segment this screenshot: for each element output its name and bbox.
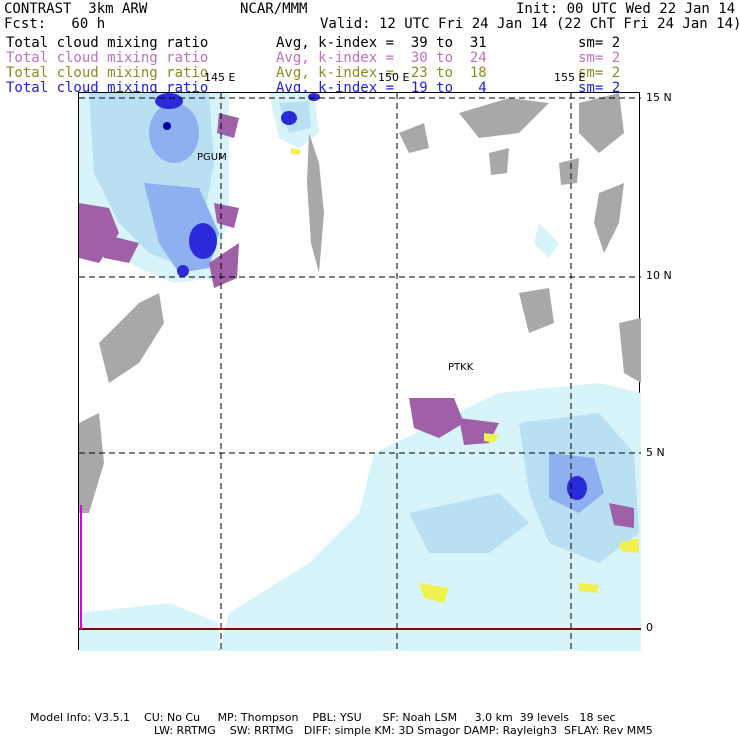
cloud-yellow: [291, 148, 639, 603]
init-time: Init: 00 UTC Wed 22 Jan 14: [516, 1, 736, 17]
legend-row-2-sm: sm= 2: [578, 50, 621, 66]
model-info-line-2: LW: RRTMG SW: RRTMG DIFF: simple KM: 3D …: [154, 724, 653, 737]
legend-row-4-stat: Avg, k-index = 19 to 4: [276, 80, 487, 96]
lat-label-5n: 5 N: [646, 446, 665, 459]
cloud-core: [155, 93, 587, 500]
forecast-hour: Fcst: 60 h: [4, 16, 106, 32]
station-ptkk: PTKK: [448, 362, 474, 373]
valid-time: Valid: 12 UTC Fri 24 Jan 14 (22 ChT Fri …: [320, 16, 740, 32]
lat-lon-grid: [79, 93, 641, 651]
legend-row-4-sm: sm= 2: [578, 80, 621, 96]
lat-label-10n: 10 N: [646, 269, 672, 282]
legend-row-1-stat: Avg, k-index = 39 to 31: [276, 35, 487, 51]
legend-row-2-field: Total cloud mixing ratio: [6, 50, 209, 66]
lon-label-150: 150 E: [378, 71, 410, 84]
lon-label-145: 145 E: [204, 71, 236, 84]
cloud-purple: [79, 113, 634, 528]
lat-label-15n: 15 N: [646, 91, 672, 104]
legend-row-1-field: Total cloud mixing ratio: [6, 35, 209, 51]
lon-label-155: 155 E: [554, 71, 586, 84]
legend-row-1-sm: sm= 2: [578, 35, 621, 51]
lat-label-0: 0: [646, 621, 653, 634]
center-title: NCAR/MMM: [240, 1, 308, 17]
map-panel: [78, 92, 641, 651]
legend-row-4-field: Total cloud mixing ratio: [6, 80, 209, 96]
legend-row-3-stat: Avg, k-index = 23 to 18: [276, 65, 487, 81]
legend-row-3-sm: sm= 2: [578, 65, 621, 81]
legend-row-2-stat: Avg, k-index = 30 to 24: [276, 50, 487, 66]
legend-row-3-field: Total cloud mixing ratio: [6, 65, 209, 81]
station-pgum: PGUM: [197, 152, 227, 163]
model-title: CONTRAST 3km ARW: [4, 1, 148, 17]
model-info-line-1: Model Info: V3.5.1 CU: No Cu MP: Thompso…: [30, 711, 616, 724]
map-canvas: [79, 93, 641, 651]
land-areas: [79, 93, 641, 513]
